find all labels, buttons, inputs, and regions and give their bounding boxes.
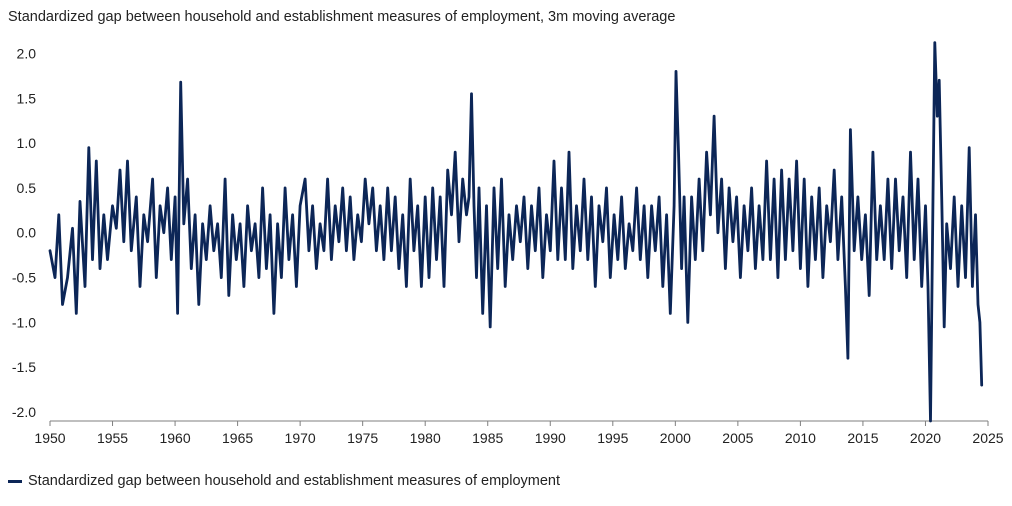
x-axis-ticks: 1950 1955 1960 1965 1970 1975 1980 1985 1990 1995… [34, 421, 1004, 446]
y-tick-label: 0.0 [17, 225, 37, 241]
x-tick-label: 2020 [910, 430, 941, 446]
x-tick-label: 2015 [847, 430, 878, 446]
x-tick-label: 1985 [472, 430, 503, 446]
y-tick-label: -2.0 [12, 404, 36, 420]
y-tick-label: -1.0 [12, 314, 36, 330]
chart-title: Standardized gap between household and e… [8, 9, 676, 25]
x-tick-label: 2010 [785, 430, 816, 446]
x-tick-label: 1960 [159, 430, 190, 446]
y-tick-label: -0.5 [12, 270, 36, 286]
series-line [48, 41, 984, 423]
x-tick-label: 1970 [285, 430, 316, 446]
x-tick-label: 1990 [535, 430, 566, 446]
x-tick-label: 2005 [722, 430, 753, 446]
y-tick-label: 0.5 [17, 180, 37, 196]
y-tick-label: 2.0 [17, 45, 37, 61]
x-tick-label: 1950 [34, 430, 65, 446]
x-tick-label: 2000 [660, 430, 691, 446]
x-tick-label: 1955 [97, 430, 128, 446]
y-tick-label: -1.5 [12, 359, 36, 375]
x-tick-label: 1980 [410, 430, 441, 446]
x-tick-label: 1965 [222, 430, 253, 446]
y-axis-tick-labels: 2.0 1.5 1.0 0.5 0.0 -0.5 -1.0 -1.5 -2.0 [12, 45, 36, 420]
x-tick-label: 1995 [597, 430, 628, 446]
x-tick-label: 2025 [972, 430, 1003, 446]
y-tick-label: 1.0 [17, 135, 37, 151]
legend-swatch [8, 479, 22, 483]
legend: Standardized gap between household and e… [8, 473, 560, 489]
y-tick-label: 1.5 [17, 90, 37, 106]
legend-label: Standardized gap between household and e… [28, 473, 561, 489]
x-tick-label: 1975 [347, 430, 378, 446]
